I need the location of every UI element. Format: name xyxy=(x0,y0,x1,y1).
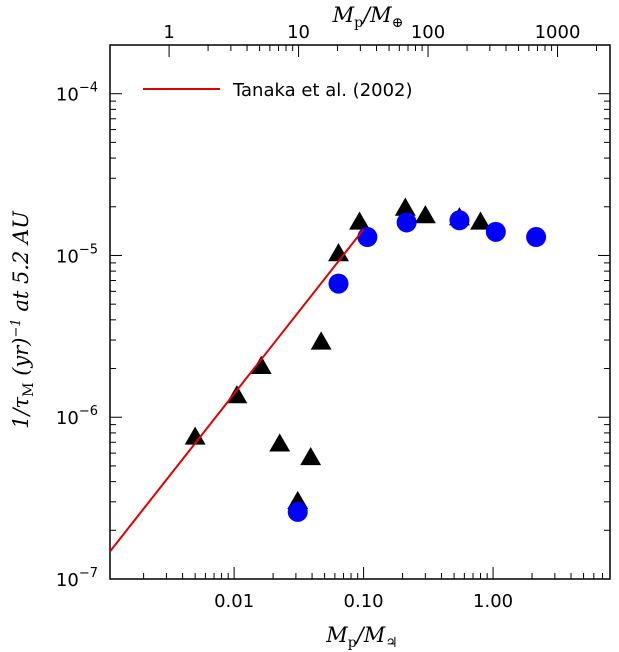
top-tick-label: 10 xyxy=(287,22,310,43)
circle-point xyxy=(357,227,378,248)
circle-point xyxy=(328,273,349,294)
triangle-point xyxy=(349,211,370,230)
y-tick-label: 10−5 xyxy=(56,242,98,267)
axis-tick-labels: 0.01 0.10 1.00 1 10 100 1000 10−7 10−6 10−5 10−4 xyxy=(56,22,581,612)
circle-point xyxy=(287,501,308,522)
triangle-point xyxy=(328,243,349,262)
top-tick-label: 1 xyxy=(163,22,174,43)
y-tick-label: 10−4 xyxy=(56,81,98,106)
circle-point xyxy=(485,221,506,242)
top-tick-label: 1000 xyxy=(535,22,581,43)
plot-frame xyxy=(109,44,611,580)
x-axis-label: Mp/M♃ xyxy=(325,623,398,651)
y-tick-label: 10−6 xyxy=(56,404,98,429)
y-axis-label: 1/τM (yr)−1 at 5.2 AU xyxy=(9,210,37,429)
x-tick-label: 0.01 xyxy=(214,591,254,612)
legend-entry-label: Tanaka et al. (2002) xyxy=(232,80,413,101)
triangle-point xyxy=(414,205,436,224)
y-tick-label: 10−7 xyxy=(56,566,98,591)
triangle-point xyxy=(310,331,332,350)
triangle-point xyxy=(470,211,491,230)
legend: Tanaka et al. (2002) xyxy=(143,80,413,101)
circle-point xyxy=(526,227,547,248)
x-tick-label: 0.10 xyxy=(344,591,384,612)
fit-line xyxy=(109,228,365,553)
triangle-point xyxy=(226,385,248,404)
triangle-point xyxy=(394,197,416,216)
x-tick-label: 1.00 xyxy=(473,591,513,612)
data-marks xyxy=(109,197,547,553)
top-axis-label: Mp/M⊕ xyxy=(332,3,404,31)
axis-ticks xyxy=(110,44,611,580)
top-tick-label: 100 xyxy=(411,22,445,43)
triangle-point xyxy=(184,426,206,445)
triangle-point xyxy=(269,433,291,452)
circle-point xyxy=(449,210,470,231)
triangle-point xyxy=(300,446,322,466)
circle-point xyxy=(396,212,417,233)
triangle-point xyxy=(250,355,272,374)
